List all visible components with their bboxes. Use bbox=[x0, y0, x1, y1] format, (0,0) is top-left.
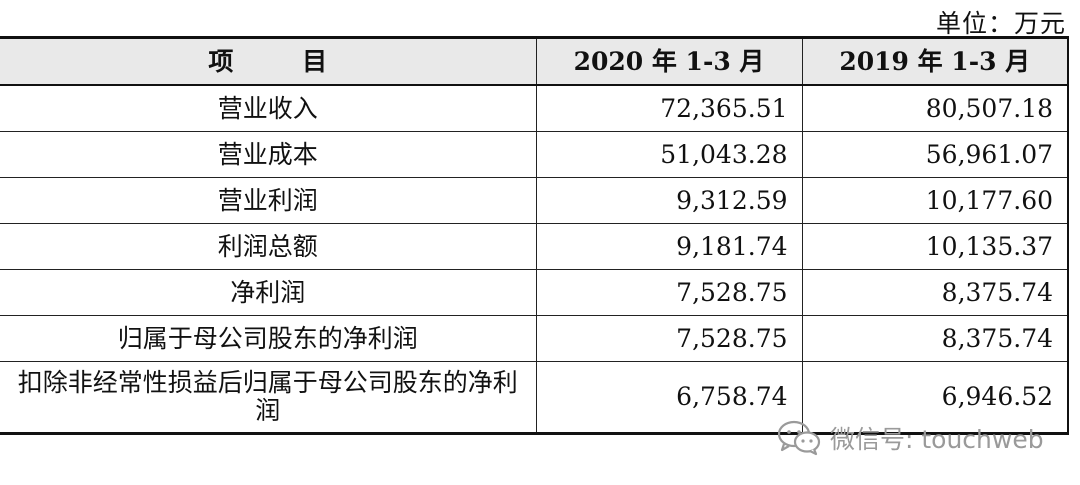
row-value-2020: 7,528.75 bbox=[535, 315, 803, 362]
table-row: 扣除非经常性损益后归属于母公司股东的净利润 6,758.74 6,946.52 bbox=[0, 361, 1069, 435]
row-item: 归属于母公司股东的净利润 bbox=[0, 315, 537, 362]
row-item: 营业利润 bbox=[0, 177, 537, 224]
table-row: 归属于母公司股东的净利润 7,528.75 8,375.74 bbox=[0, 315, 1069, 362]
row-value-2020: 6,758.74 bbox=[535, 361, 803, 435]
row-value-2019: 10,135.37 bbox=[801, 223, 1069, 270]
table-row: 净利润 7,528.75 8,375.74 bbox=[0, 269, 1069, 316]
table-header-row: 项 目 2020 年 1-3 月 2019 年 1-3 月 bbox=[0, 36, 1069, 86]
header-2020-q1: 2020 年 1-3 月 bbox=[535, 36, 803, 86]
row-value-2019: 56,961.07 bbox=[801, 131, 1069, 178]
table-row: 营业收入 72,365.51 80,507.18 bbox=[0, 84, 1069, 132]
header-item: 项 目 bbox=[0, 36, 537, 86]
row-value-2020: 9,181.74 bbox=[535, 223, 803, 270]
table-row: 营业成本 51,043.28 56,961.07 bbox=[0, 131, 1069, 178]
header-2019-q1: 2019 年 1-3 月 bbox=[801, 36, 1069, 86]
row-value-2020: 51,043.28 bbox=[535, 131, 803, 178]
table-row: 利润总额 9,181.74 10,135.37 bbox=[0, 223, 1069, 270]
row-item: 扣除非经常性损益后归属于母公司股东的净利润 bbox=[0, 361, 537, 435]
row-value-2020: 7,528.75 bbox=[535, 269, 803, 316]
financial-table: 项 目 2020 年 1-3 月 2019 年 1-3 月 营业收入 72,36… bbox=[0, 36, 1069, 435]
wechat-icon bbox=[777, 420, 821, 456]
watermark-text: 微信号: touchweb bbox=[830, 425, 1044, 454]
row-value-2019: 6,946.52 bbox=[801, 361, 1069, 435]
unit-label: 单位：万元 bbox=[935, 9, 1066, 38]
row-value-2019: 10,177.60 bbox=[801, 177, 1069, 224]
row-value-2019: 8,375.74 bbox=[801, 315, 1069, 362]
table-row: 营业利润 9,312.59 10,177.60 bbox=[0, 177, 1069, 224]
row-item: 营业成本 bbox=[0, 131, 537, 178]
row-value-2019: 80,507.18 bbox=[801, 84, 1069, 132]
row-item: 营业收入 bbox=[0, 84, 537, 132]
row-value-2019: 8,375.74 bbox=[801, 269, 1069, 316]
watermark: 微信号: touchweb bbox=[776, 418, 1066, 458]
row-item: 利润总额 bbox=[0, 223, 537, 270]
row-value-2020: 9,312.59 bbox=[535, 177, 803, 224]
row-value-2020: 72,365.51 bbox=[535, 84, 803, 132]
row-item: 净利润 bbox=[0, 269, 537, 316]
